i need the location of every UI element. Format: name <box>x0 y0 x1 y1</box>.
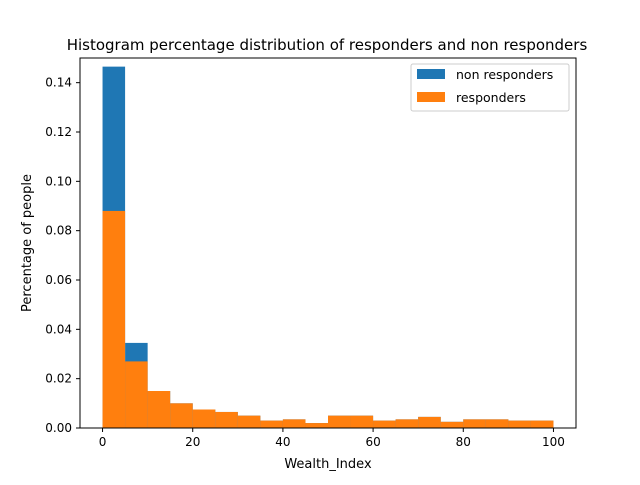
x-tick-label: 100 <box>542 435 565 449</box>
legend-box <box>410 63 570 112</box>
series-responders <box>102 210 554 428</box>
x-axis-label: Wealth_Index <box>284 457 372 472</box>
bar-responders <box>215 411 238 428</box>
x-tick-label: 60 <box>365 435 380 449</box>
x-axis-ticks: 0 20 40 60 80 100 <box>99 428 565 449</box>
chart-title: Histogram percentage distribution of res… <box>67 36 588 54</box>
y-axis-label: Percentage of people <box>20 174 35 312</box>
bar-responders <box>192 409 216 428</box>
x-tick-label: 20 <box>185 435 200 449</box>
legend-swatch-non-responders <box>417 69 445 79</box>
legend-label-responders: responders <box>456 90 526 105</box>
bar-responders <box>418 416 441 428</box>
bar-responders <box>350 415 374 428</box>
y-tick-label: 0.02 <box>45 372 72 386</box>
bar-responders <box>260 420 283 428</box>
y-tick-label: 0.08 <box>45 224 72 238</box>
bar-responders <box>237 415 261 428</box>
x-tick-label: 0 <box>99 435 107 449</box>
y-axis-ticks: 0.00 0.02 0.04 0.06 0.08 0.10 0.12 0.14 <box>45 76 80 435</box>
bar-responders <box>125 361 148 428</box>
x-tick-label: 80 <box>456 435 471 449</box>
y-tick-label: 0.14 <box>45 76 72 90</box>
bar-responders <box>530 420 554 428</box>
y-tick-label: 0.00 <box>45 421 72 435</box>
y-tick-label: 0.06 <box>45 273 72 287</box>
bar-responders <box>485 419 509 428</box>
bar-responders <box>463 419 486 428</box>
legend-label-non-responders: non responders <box>456 67 553 82</box>
legend-swatch-responders <box>417 92 445 102</box>
bar-responders <box>508 420 531 428</box>
y-tick-label: 0.04 <box>45 322 72 336</box>
bar-responders <box>282 419 306 428</box>
bar-responders <box>328 415 351 428</box>
series-non-responders <box>102 66 554 428</box>
legend: non responders responders <box>410 63 570 112</box>
plot-frame <box>79 57 577 429</box>
bar-responders <box>373 420 396 428</box>
y-tick-label: 0.10 <box>45 174 72 188</box>
bar-responders <box>170 403 193 428</box>
bar-responders <box>440 421 464 428</box>
bar-responders <box>395 419 419 428</box>
bar-responders <box>305 423 328 428</box>
bar-responders <box>102 210 126 428</box>
bar-responders <box>147 391 171 428</box>
y-tick-label: 0.12 <box>45 125 72 139</box>
x-tick-label: 40 <box>275 435 290 449</box>
